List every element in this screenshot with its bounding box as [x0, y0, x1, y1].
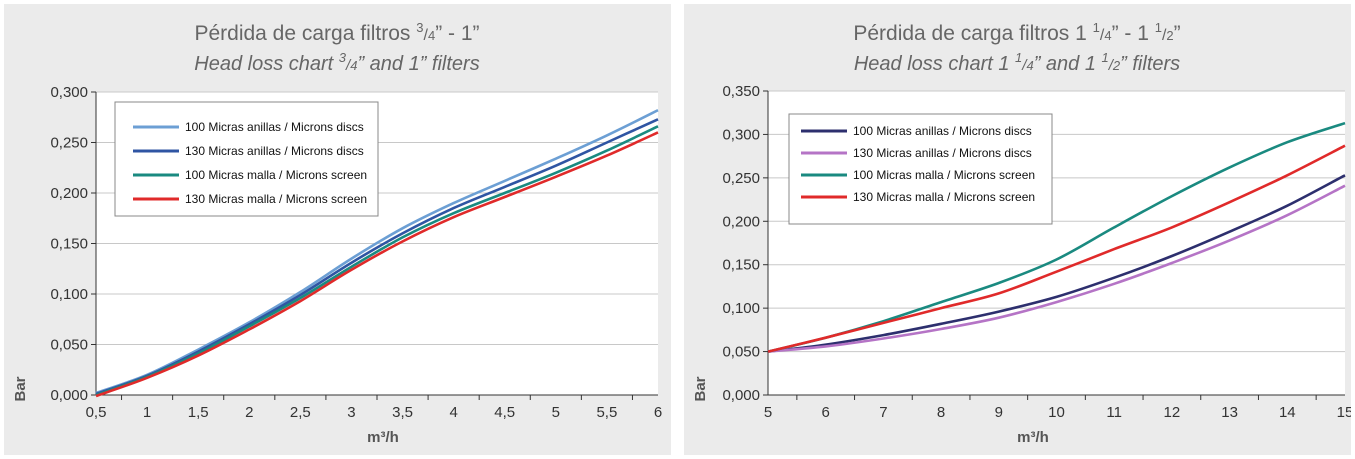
legend: 100 Micras anillas / Microns discs 130 Mi… [114, 101, 379, 217]
legend-item-label: 100 Micras malla / Microns screen [185, 168, 367, 182]
legend-box [114, 101, 379, 217]
x-tick-label: 6 [822, 404, 830, 421]
chart-subtitle: Head loss chart 3/4” and 1” filters [194, 50, 479, 75]
chart-title: Pérdida de carga filtros 3/4” - 1” [194, 20, 479, 45]
x-tick-label: 9 [995, 404, 1003, 421]
x-tick-label: 1,5 [188, 404, 209, 421]
y-tick-label: 0,200 [50, 185, 88, 202]
y-tick-label: 0,050 [722, 344, 760, 361]
x-tick-label: 5 [764, 404, 772, 421]
chart-panel-left: Pérdida de carga filtros 3/4” - 1” Head … [4, 4, 671, 455]
x-tick-label: 4,5 [494, 404, 515, 421]
x-tick-labels: 5 6 7 8 9 10 11 12 13 14 15 [764, 404, 1351, 421]
x-tick-label: 11 [1106, 404, 1122, 421]
chart-title: Pérdida de carga filtros 1 1/4” - 1 1/2” [853, 20, 1180, 45]
chart-subtitle: Head loss chart 1 1/4” and 1 1/2” filter… [854, 50, 1180, 75]
y-tick-labels: 0,000 0,050 0,100 0,150 0,200 0,250 0,300 [50, 84, 88, 404]
x-axis-label: m³/h [367, 429, 399, 446]
x-tick-label: 4 [449, 404, 457, 421]
x-tick-labels: 0,5 1 1,5 2 2,5 3 3,5 4 4,5 5 5,5 6 [86, 404, 663, 421]
legend-item-label: 100 Micras anillas / Microns discs [185, 120, 364, 134]
legend-item-label: 130 Micras anillas / Microns discs [853, 146, 1032, 160]
x-tick-label: 3,5 [392, 404, 413, 421]
x-tick-label: 2,5 [290, 404, 311, 421]
y-axis-label: Bar [12, 376, 29, 401]
chart-left-svg: Pérdida de carga filtros 3/4” - 1” Head … [12, 20, 663, 446]
x-tick-label: 7 [879, 404, 887, 421]
series-line-4 [767, 144, 1346, 353]
y-tick-label: 0,350 [722, 83, 760, 100]
y-tick-label: 0,100 [722, 300, 760, 317]
x-tick-label: 0,5 [86, 404, 107, 421]
y-tick-labels: 0,000 0,050 0,100 0,150 0,200 0,250 0,300 0,350 [722, 83, 760, 404]
x-tick-label: 2 [245, 404, 253, 421]
series-line-1 [767, 174, 1346, 353]
legend: 100 Micras anillas / Microns discs 130 Mi… [788, 113, 1053, 225]
x-tick-label: 14 [1279, 404, 1296, 421]
chart-right-svg: Pérdida de carga filtros 1 1/4” - 1 1/2”… [692, 20, 1351, 446]
legend-item-label: 100 Micras anillas / Microns discs [853, 124, 1032, 138]
series-line-4 [95, 131, 659, 398]
x-tick-label: 15 [1337, 404, 1351, 421]
x-tick-label: 5,5 [596, 404, 617, 421]
y-tick-label: 0,000 [722, 387, 760, 404]
x-tick-label: 6 [654, 404, 662, 421]
y-tick-label: 0,000 [50, 387, 88, 404]
series-lines [95, 109, 659, 398]
y-tick-label: 0,150 [50, 236, 88, 253]
y-axis-label: Bar [692, 376, 709, 401]
y-tick-label: 0,300 [50, 84, 88, 101]
x-tick-label: 3 [347, 404, 355, 421]
legend-item-label: 130 Micras malla / Microns screen [185, 192, 367, 206]
x-tick-label: 1 [143, 404, 151, 421]
y-tick-label: 0,300 [722, 126, 760, 143]
y-tick-label: 0,250 [722, 170, 760, 187]
y-tick-label: 0,250 [50, 135, 88, 152]
legend-item-label: 130 Micras malla / Microns screen [853, 190, 1035, 204]
series-line-2 [767, 184, 1346, 353]
y-tick-label: 0,100 [50, 286, 88, 303]
grid-lines [763, 90, 1345, 400]
series-line-1 [95, 109, 659, 395]
series-line-3 [95, 125, 659, 397]
x-tick-label: 13 [1221, 404, 1238, 421]
x-tick-label: 8 [937, 404, 945, 421]
chart-panel-right: Pérdida de carga filtros 1 1/4” - 1 1/2”… [684, 4, 1351, 455]
x-axis-label: m³/h [1017, 429, 1049, 446]
y-tick-label: 0,150 [722, 257, 760, 274]
x-tick-label: 5 [552, 404, 560, 421]
legend-item-label: 130 Micras anillas / Microns discs [185, 144, 364, 158]
legend-item-label: 100 Micras malla / Microns screen [853, 168, 1035, 182]
x-tick-label: 12 [1164, 404, 1181, 421]
y-tick-label: 0,200 [722, 213, 760, 230]
series-line-2 [95, 118, 659, 396]
y-tick-label: 0,050 [50, 337, 88, 354]
x-tick-label: 10 [1048, 404, 1065, 421]
series-lines [767, 121, 1346, 353]
